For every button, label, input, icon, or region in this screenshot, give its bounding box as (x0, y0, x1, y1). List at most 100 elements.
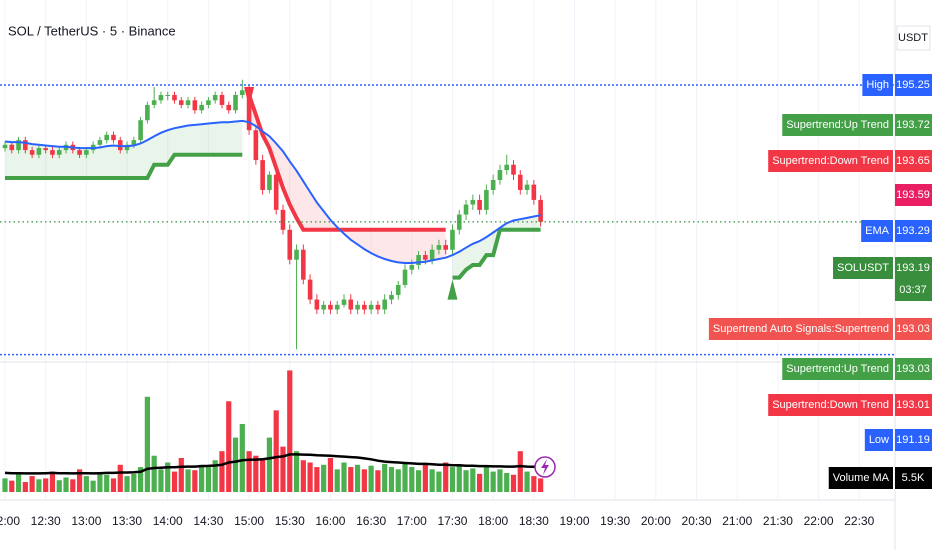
volume-bar (97, 472, 103, 492)
volume-bar (538, 478, 544, 492)
volume-bar (524, 471, 530, 492)
volume-bar (219, 451, 225, 492)
x-tick-label: 16:00 (315, 514, 345, 528)
volume-bar (15, 473, 22, 492)
x-tick-label: 12:00 (0, 514, 20, 528)
candle-body (29, 150, 35, 155)
supertrend-line (452, 227, 541, 280)
volume-bar (212, 460, 218, 492)
price-label-value: 193.59 (896, 189, 930, 201)
candle-body (16, 140, 21, 151)
volume-bar (415, 470, 422, 492)
candle-body (9, 144, 15, 151)
candle-body (226, 104, 232, 111)
price-label-value: 195.25 (896, 79, 930, 91)
price-label-name: Supertrend Auto Signals:Supertrend (713, 323, 889, 335)
price-label-box (895, 150, 932, 172)
candle-body (334, 304, 340, 310)
candle-body (416, 255, 421, 266)
volume-bar (273, 410, 279, 492)
trend-fill (5, 120, 243, 179)
candle-body (273, 174, 279, 210)
price-label-box (895, 318, 932, 340)
candle-body (2, 144, 8, 149)
candle-body (145, 104, 150, 121)
volume-bar (395, 469, 401, 492)
x-tick-label: 13:30 (112, 514, 142, 528)
x-tick-label: 18:00 (478, 514, 508, 528)
x-tick-label: 14:00 (153, 514, 183, 528)
candle-body (287, 229, 293, 260)
price-label-value: 193.72 (896, 119, 930, 131)
volume-bar (497, 469, 503, 492)
volume-bar (409, 467, 415, 492)
volume-bar (63, 477, 69, 492)
price-label-name: Supertrend:Up Trend (786, 363, 889, 375)
price-label-name-box (768, 150, 893, 172)
candle-body (172, 94, 177, 101)
volume-bar (429, 469, 435, 492)
volume-bar (388, 467, 395, 492)
candle-body (178, 100, 184, 105)
volume-bar (375, 470, 381, 492)
candle-body (497, 170, 503, 180)
currency-box (896, 25, 931, 51)
candle-body (402, 269, 408, 285)
price-label-name-box (768, 394, 893, 416)
symbol-title: SOL / TetherUS · 5 · Binance (8, 23, 176, 38)
candle-body (104, 134, 109, 141)
volume-bar (29, 476, 35, 492)
candle-body (314, 299, 320, 310)
x-tick-label: 16:30 (356, 514, 386, 528)
price-labels: 195.25 High 193.72 Supertrend:Up Trend 193.6… (708, 74, 932, 489)
volume-bar (151, 455, 157, 492)
price-label-value: 5.5K (902, 472, 925, 484)
volume-bar (110, 478, 117, 492)
candle-body (436, 245, 442, 250)
volume-bar (361, 469, 367, 492)
volume-bar (470, 468, 476, 492)
price-label-value: 193.03 (896, 323, 930, 335)
candle-body (50, 150, 55, 155)
candle-body (328, 304, 333, 310)
grid: 12:00 12:30 13:00 13:30 14:00 14:30 15:00 15:30… (0, 0, 875, 528)
volume-bar (517, 451, 523, 492)
candle-body (219, 94, 225, 105)
buy-signal (447, 279, 458, 300)
price-label-name: Supertrend:Down Trend (772, 399, 889, 411)
candle-body (450, 229, 455, 250)
volume-ma-line (4, 453, 541, 475)
volume-bar (158, 469, 164, 492)
volume-bar (443, 462, 449, 492)
currency: USDT (898, 32, 928, 44)
volume-bar (266, 437, 273, 492)
candle-body (280, 209, 286, 230)
volume-bar (354, 464, 361, 492)
candle-body (382, 299, 387, 310)
volume-bar (36, 479, 42, 492)
candle-body (409, 265, 415, 270)
price-label-name-box (861, 220, 893, 242)
supertrend-line (247, 94, 446, 232)
candle-body (138, 120, 143, 141)
price-label-name: Volume MA (833, 472, 890, 484)
supertrend-line (5, 152, 243, 180)
x-tick-label: 17:30 (437, 514, 467, 528)
price-label-name: EMA (865, 225, 890, 237)
candle-body (524, 184, 530, 190)
candle-body (301, 249, 306, 280)
price-label-box (895, 429, 932, 451)
price-label-name-box (782, 114, 893, 136)
volume-bar (253, 455, 259, 492)
volume-bar (293, 451, 300, 492)
trend-fill (249, 94, 446, 264)
price-label-name-box (864, 429, 893, 451)
price-label-name: Low (869, 434, 889, 446)
price-label-name-box (833, 257, 893, 279)
candle-body (368, 304, 374, 310)
volume-bar (327, 457, 334, 492)
icon-bolt (541, 459, 549, 475)
volume-bar (477, 473, 483, 492)
candle-body (538, 199, 543, 222)
